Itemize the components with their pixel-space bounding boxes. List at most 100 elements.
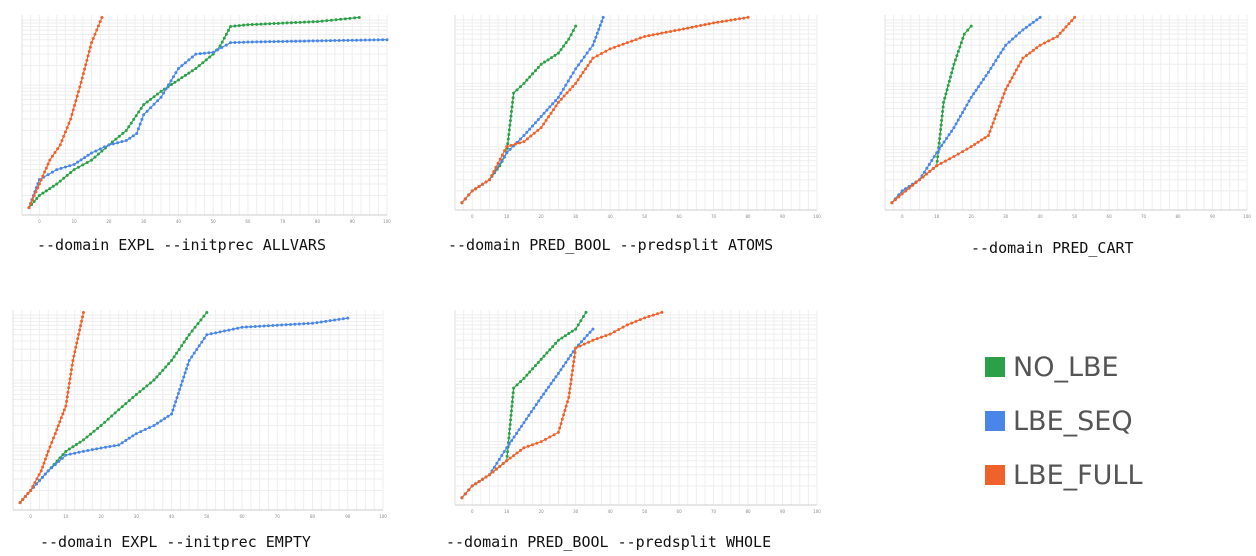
- data-point: [595, 337, 599, 341]
- data-point: [630, 321, 634, 325]
- data-point: [942, 100, 946, 104]
- data-point: [55, 168, 59, 172]
- data-point: [591, 43, 595, 47]
- data-point: [564, 361, 568, 365]
- data-point: [564, 41, 568, 45]
- data-point: [991, 62, 995, 66]
- data-point: [259, 22, 263, 26]
- data-point: [209, 332, 213, 336]
- data-point: [542, 392, 546, 396]
- data-point: [52, 436, 56, 440]
- data-point: [281, 21, 285, 25]
- data-point: [99, 423, 103, 427]
- data-point: [973, 142, 977, 146]
- data-point: [1035, 46, 1039, 50]
- data-point: [68, 452, 72, 456]
- data-point: [1021, 56, 1025, 60]
- data-point: [337, 317, 341, 321]
- data-point: [162, 91, 166, 95]
- data-point: [600, 52, 604, 56]
- data-point: [45, 453, 49, 457]
- data-point: [505, 454, 509, 458]
- data-point: [1024, 25, 1028, 29]
- data-point: [556, 95, 560, 99]
- data-point: [507, 432, 511, 436]
- x-tick-label: 40: [608, 214, 614, 219]
- chart-5: 0 10 20 30 40 50 60 70 80 90 100: [454, 310, 821, 514]
- data-point: [74, 442, 78, 446]
- data-point: [958, 45, 962, 49]
- data-point: [531, 443, 535, 447]
- data-point: [522, 421, 526, 425]
- data-point: [558, 426, 562, 430]
- data-point: [242, 23, 246, 27]
- data-point: [99, 446, 103, 450]
- data-point: [152, 423, 156, 427]
- data-point: [597, 27, 601, 31]
- data-point: [281, 39, 285, 43]
- data-point: [943, 159, 947, 163]
- data-point: [46, 469, 50, 473]
- data-point: [194, 52, 198, 56]
- x-tick-label: 30: [141, 219, 147, 224]
- x-tick-label: 10: [934, 214, 940, 219]
- data-point: [79, 158, 83, 162]
- data-point: [536, 118, 540, 122]
- data-point: [23, 495, 27, 499]
- data-point: [518, 141, 522, 145]
- data-point: [568, 88, 572, 92]
- data-point: [982, 77, 986, 81]
- data-point: [963, 107, 967, 111]
- data-point: [190, 55, 194, 59]
- data-point: [131, 434, 135, 438]
- data-point: [190, 329, 194, 333]
- data-point: [1008, 80, 1012, 84]
- data-point: [214, 331, 218, 335]
- data-point: [178, 387, 182, 391]
- data-point: [571, 28, 575, 32]
- data-point: [113, 411, 117, 415]
- data-point: [58, 420, 62, 424]
- data-point: [565, 91, 569, 95]
- data-point: [588, 60, 592, 64]
- data-point: [186, 363, 190, 367]
- data-point: [532, 406, 536, 410]
- data-point: [470, 484, 474, 488]
- data-point: [501, 462, 505, 466]
- data-point: [50, 440, 54, 444]
- x-tick-label: 0: [471, 214, 474, 219]
- data-point: [925, 166, 929, 170]
- data-point: [75, 94, 79, 98]
- data-point: [737, 17, 741, 21]
- data-point: [244, 325, 248, 329]
- data-point: [268, 22, 272, 26]
- data-point: [604, 334, 608, 338]
- data-point: [1014, 34, 1018, 38]
- data-point: [612, 45, 616, 49]
- data-point: [90, 151, 94, 155]
- data-point: [509, 418, 513, 422]
- data-point: [372, 38, 376, 42]
- data-point: [152, 95, 156, 99]
- data-point: [939, 123, 943, 127]
- data-point: [510, 400, 514, 404]
- data-point: [664, 30, 668, 34]
- data-point: [720, 20, 724, 24]
- data-point: [187, 58, 191, 62]
- data-point: [977, 85, 981, 89]
- data-point: [576, 78, 580, 82]
- data-point: [990, 125, 994, 129]
- data-point: [492, 465, 496, 469]
- x-tick-label: 40: [1038, 214, 1044, 219]
- data-point: [608, 47, 612, 51]
- data-point: [41, 174, 45, 178]
- data-point: [900, 192, 904, 196]
- data-point: [936, 155, 940, 159]
- data-point: [229, 41, 233, 45]
- data-point: [907, 186, 911, 190]
- data-point: [545, 108, 549, 112]
- data-point: [346, 316, 350, 320]
- data-point: [43, 457, 47, 461]
- data-point: [79, 324, 83, 328]
- data-point: [276, 21, 280, 25]
